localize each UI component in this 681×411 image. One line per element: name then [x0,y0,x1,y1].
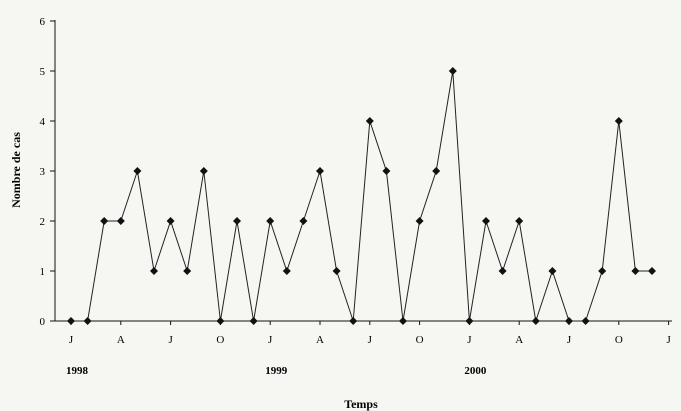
data-point [498,267,507,275]
y-axis-title: Nombre de cas [9,132,23,208]
data-point [116,217,125,225]
data-point [482,217,490,225]
data-point [548,267,557,275]
y-tick-label: 0 [40,316,46,328]
x-tick-label: J [467,334,472,346]
data-point [83,317,92,325]
x-tick-label: O [216,334,224,346]
y-tick-label: 1 [40,266,46,278]
data-point [133,167,142,175]
y-tick-label: 5 [40,66,46,78]
data-point [515,217,524,225]
year-labels: 1998 1999 2000 [66,365,487,377]
data-point [614,117,623,125]
x-tick-label: A [117,334,125,346]
data-point [166,217,175,225]
data-point [282,267,291,275]
x-tick-label: O [615,334,623,346]
x-tick-label: J [69,334,74,346]
x-tick-label: A [316,334,324,346]
data-point [332,267,341,275]
y-tick-label: 3 [40,166,46,178]
x-tick-label: J [268,334,273,346]
x-tick-label: A [515,334,523,346]
data-point [531,317,540,325]
data-point [465,317,474,325]
year-label: 1998 [66,365,89,377]
y-tick-label: 2 [40,216,46,228]
data-point [565,317,573,325]
data-point [183,267,192,275]
x-tick-label: J [168,334,173,346]
data-points [67,67,656,325]
x-tick-label: O [416,334,424,346]
x-tick-label: J [666,334,671,346]
series-line [71,70,652,322]
data-point [631,267,640,275]
x-tick-label: J [567,334,572,346]
data-point [648,267,656,275]
y-tick-label: 6 [40,16,46,28]
y-tick-label: 4 [40,116,46,128]
data-point [299,217,308,225]
x-axis-title: Temps [344,397,378,411]
year-label: 2000 [464,365,487,377]
data-point [216,317,225,325]
data-point [399,317,407,325]
data-point [316,167,324,175]
y-ticks: 0 1 2 3 4 5 6 [40,16,55,328]
data-point [150,267,158,275]
year-label: 1999 [265,365,288,377]
data-point [448,67,457,75]
data-point [100,217,109,225]
data-point [415,217,424,225]
data-point [233,217,241,225]
data-point [365,117,374,125]
data-point [382,167,391,175]
data-point [199,167,208,175]
x-tick-label: J [368,334,373,346]
data-point [581,317,590,325]
data-point [266,217,275,225]
data-point [349,317,358,325]
data-point [67,317,75,325]
data-point [432,167,441,175]
data-point [598,267,607,275]
data-point [249,317,258,325]
